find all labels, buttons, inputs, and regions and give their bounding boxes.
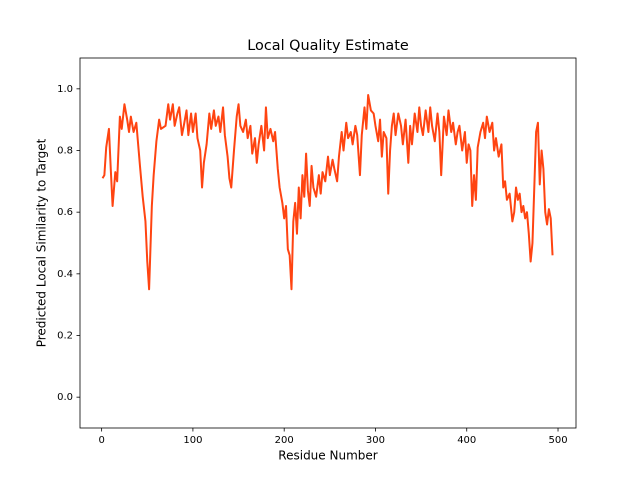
x-tick-label: 300 <box>366 435 385 446</box>
y-tick-label: 0.6 <box>57 207 73 218</box>
y-tick-label: 0.8 <box>57 146 73 157</box>
x-tick-label: 0 <box>98 435 104 446</box>
y-tick-label: 0.0 <box>57 392 73 403</box>
chart-title: Local Quality Estimate <box>247 38 409 54</box>
data-line <box>101 94 554 291</box>
x-tick-label: 200 <box>275 435 294 446</box>
x-axis-label: Residue Number <box>278 449 377 463</box>
x-tick-label: 100 <box>183 435 202 446</box>
y-tick-label: 0.2 <box>57 331 73 342</box>
y-axis-label: Predicted Local Similarity to Target <box>35 138 49 347</box>
x-tick-label: 500 <box>548 435 567 446</box>
y-tick-label: 0.4 <box>57 269 73 280</box>
y-tick-label: 1.0 <box>57 84 73 95</box>
x-tick-label: 400 <box>457 435 476 446</box>
plot-frame <box>79 57 577 429</box>
